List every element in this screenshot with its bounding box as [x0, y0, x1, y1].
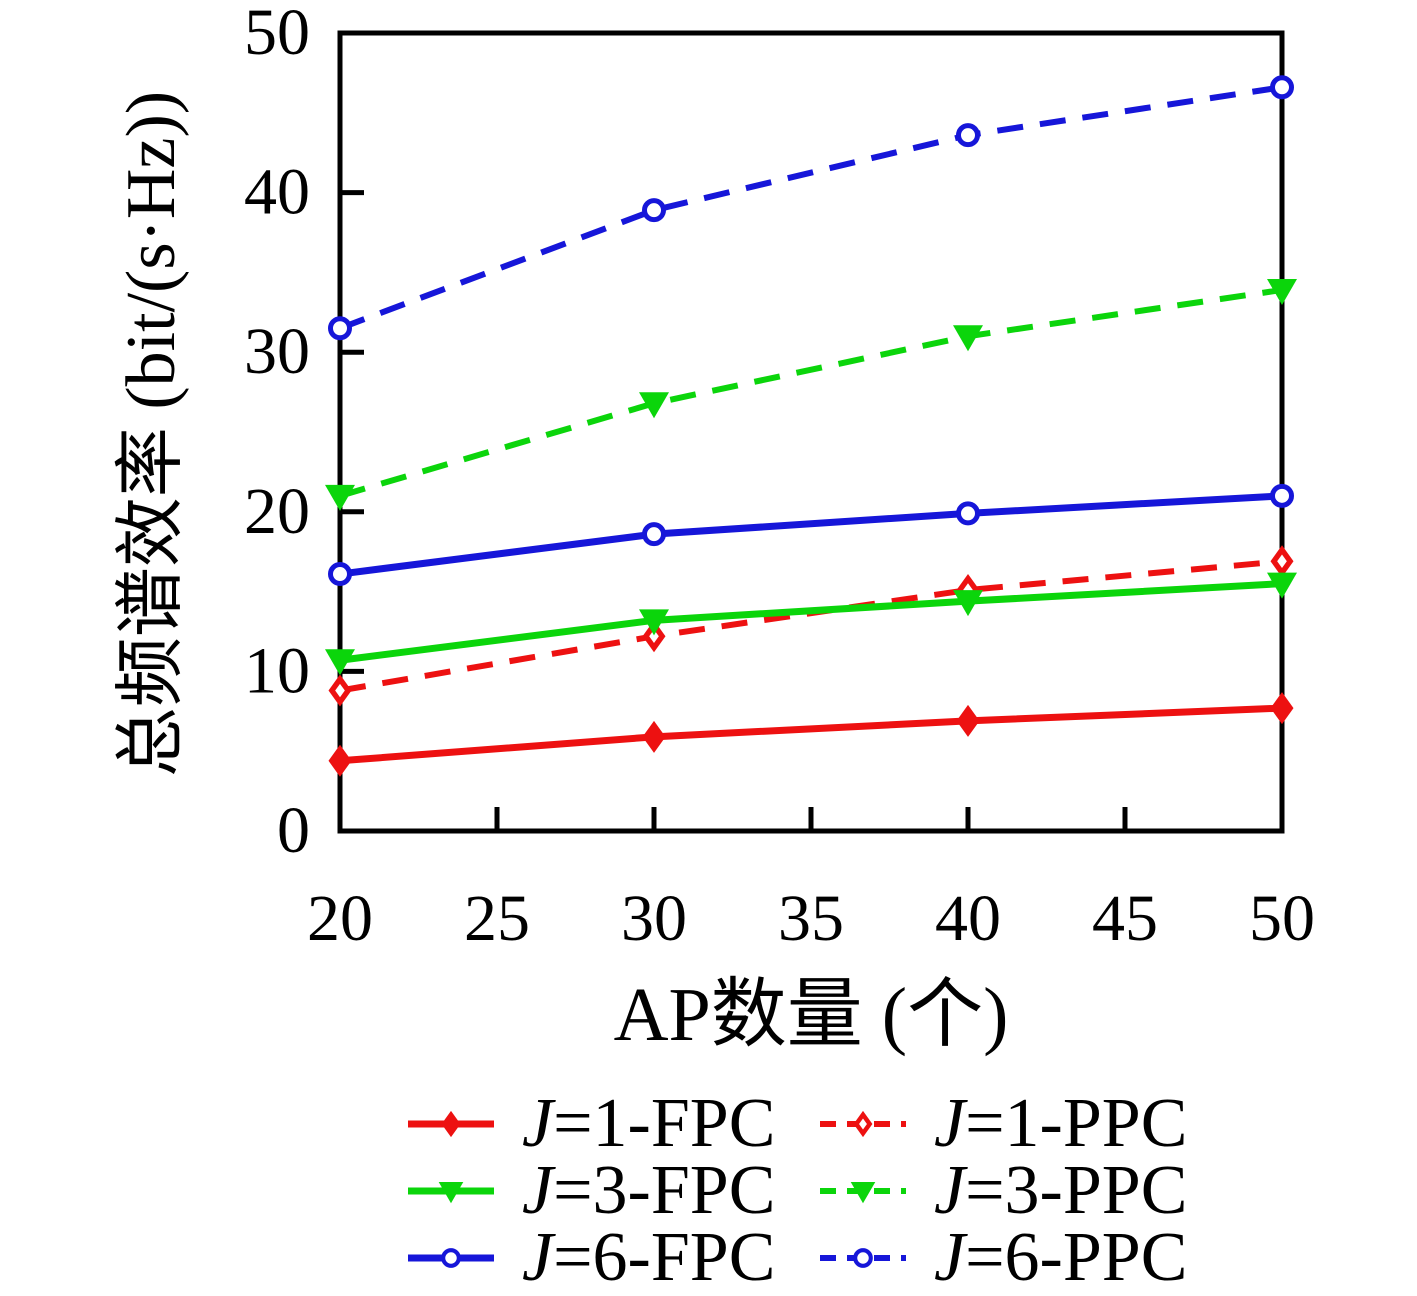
triangle-down-marker: [325, 484, 355, 511]
series-J=1-PPC: [328, 545, 1294, 707]
triangle-down-marker: [953, 590, 983, 617]
triangle-down-marker: [1267, 572, 1297, 599]
series-line: [339, 580, 1283, 664]
circle-marker: [328, 562, 352, 587]
series-line: [339, 492, 1283, 578]
legend-sample-dashed-line: [820, 1247, 906, 1268]
y-tick-label: 0: [277, 794, 310, 867]
diamond-marker-hole: [335, 683, 345, 698]
legend-item-J=3-FPC: J=3-FPC: [408, 1152, 820, 1229]
y-axis-label: 总频谱效率 (bit/(s·Hz)): [113, 90, 190, 778]
legend: J=1-FPC J=1-PPC J=3-FPC J=3-PPC J=6-FPC J=6-P…: [408, 1085, 1232, 1296]
diamond-marker: [1270, 692, 1294, 725]
circle-marker: [441, 1247, 461, 1268]
y-tick-label: 30: [244, 315, 310, 388]
diamond-marker: [642, 720, 666, 753]
x-tick-label: 25: [464, 882, 530, 955]
legend-sample-solid-line: [408, 1247, 494, 1268]
legend-item-J=1-FPC: J=1-FPC: [408, 1085, 820, 1162]
series-line: [338, 84, 1283, 332]
triangle-down-marker: [438, 1181, 464, 1203]
y-tick-label: 40: [244, 156, 310, 229]
x-tick-label: 20: [307, 882, 373, 955]
series-line: [339, 704, 1283, 765]
circle-marker: [956, 123, 980, 148]
series-J=3-PPC: [325, 278, 1297, 511]
diamond-marker-hole: [963, 583, 973, 597]
triangle-down-marker: [325, 649, 355, 676]
diamond-marker-hole: [1277, 554, 1287, 568]
diamond-marker: [956, 704, 980, 737]
x-axis-label: AP数量 (个): [613, 973, 1009, 1057]
legend-label: J=1-PPC: [934, 1085, 1188, 1162]
x-tick-label: 35: [778, 882, 844, 955]
triangle-down-marker: [953, 325, 983, 352]
y-tick-label: 10: [244, 634, 310, 707]
legend-label: J=6-PPC: [934, 1219, 1188, 1296]
series-J=6-PPC: [328, 75, 1294, 341]
diamond-marker: [328, 744, 352, 777]
y-tick-label: 20: [244, 475, 310, 548]
triangle-down-marker: [1267, 278, 1297, 305]
series-J=3-FPC: [325, 572, 1297, 676]
plot-border: [337, 30, 1285, 834]
series-line: [339, 286, 1283, 499]
diamond-marker-hole: [649, 629, 659, 644]
legend-sample-solid-line: [408, 1181, 494, 1203]
circle-marker: [642, 198, 666, 223]
circle-marker: [956, 501, 980, 526]
series-line: [339, 558, 1283, 694]
legend-label: J=3-FPC: [522, 1152, 776, 1229]
legend-label: J=1-FPC: [522, 1085, 776, 1162]
circle-marker: [328, 316, 352, 341]
legend-item-J=1-PPC: J=1-PPC: [820, 1085, 1232, 1162]
diamond-marker-hole: [859, 1117, 867, 1130]
legend-sample-dashed-line: [820, 1181, 906, 1203]
diamond-marker: [441, 1110, 461, 1137]
x-tick-label: 40: [935, 882, 1001, 955]
circle-marker: [642, 522, 666, 547]
circle-marker: [1270, 483, 1294, 508]
legend-item-J=3-PPC: J=3-PPC: [820, 1152, 1232, 1229]
legend-item-J=6-FPC: J=6-FPC: [408, 1219, 820, 1296]
x-tick-label: 30: [621, 882, 687, 955]
triangle-down-marker: [639, 609, 669, 636]
legend-item-J=6-PPC: J=6-PPC: [820, 1219, 1232, 1296]
series-J=1-FPC: [328, 692, 1294, 777]
circle-marker: [1270, 75, 1294, 100]
y-tick-label: 50: [244, 0, 310, 69]
x-tick-label: 45: [1092, 882, 1158, 955]
triangle-down-marker: [850, 1181, 876, 1203]
legend-sample-solid-line: [408, 1110, 494, 1137]
series-J=6-FPC: [328, 483, 1294, 587]
triangle-down-marker: [639, 392, 669, 419]
legend-sample-dashed-line: [820, 1110, 906, 1137]
legend-label: J=3-PPC: [934, 1152, 1188, 1229]
x-tick-label: 50: [1249, 882, 1315, 955]
circle-marker: [853, 1247, 873, 1268]
legend-label: J=6-FPC: [522, 1219, 776, 1296]
